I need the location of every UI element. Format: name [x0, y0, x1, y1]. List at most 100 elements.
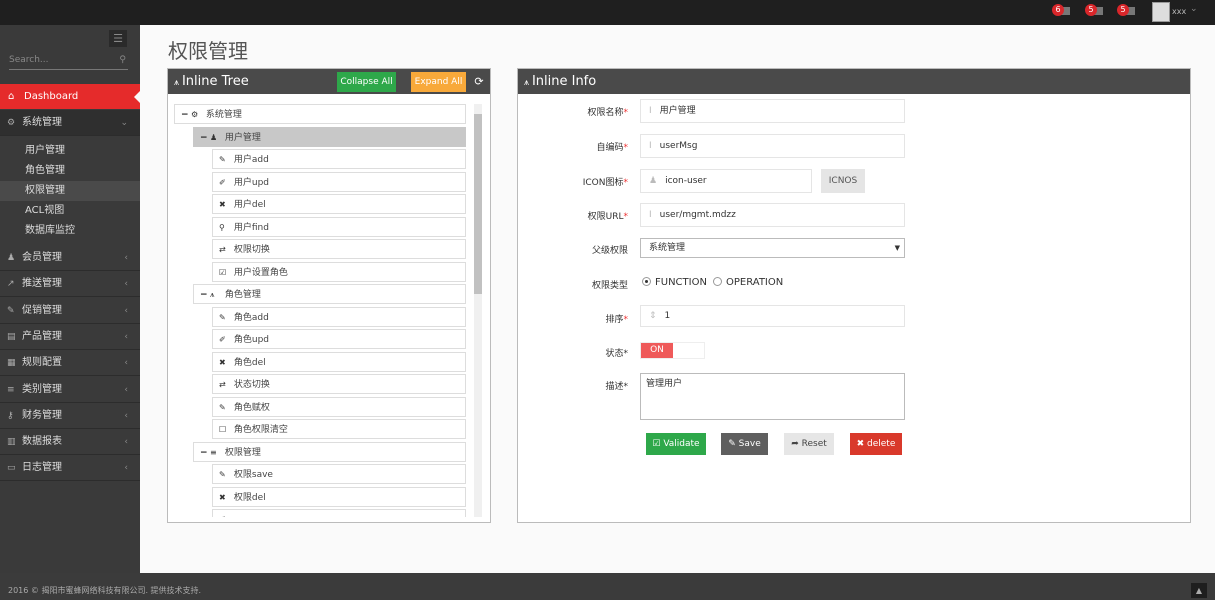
refresh-icon[interactable]: ⟳	[474, 75, 484, 88]
tree-node-label: 角色赋权	[233, 402, 270, 413]
sidebar-item-system[interactable]: ⚙ 系统管理 ⌄	[0, 110, 140, 136]
tree-node-label: 权限管理	[224, 447, 261, 458]
tree-node[interactable]: ✐ 角色upd	[212, 329, 466, 349]
sidebar-toggle-button[interactable]: ☰	[109, 30, 127, 47]
tree-node-label: 用户设置角色	[233, 267, 288, 278]
radio-operation[interactable]: OPERATION	[713, 277, 783, 288]
pencil-icon: ✎	[219, 155, 226, 164]
sidebar-item-label: 类别管理	[22, 383, 62, 395]
tree-node[interactable]: ⇄ 权限切换	[212, 239, 466, 259]
edit-icon: ✐	[219, 335, 226, 344]
key-icon: ⚷	[7, 410, 14, 421]
scrollbar-thumb[interactable]	[474, 114, 482, 294]
book-icon: ▤	[7, 331, 16, 342]
sidebar-subitem[interactable]: 角色管理	[25, 165, 65, 176]
tree-node[interactable]: − ⚙ 系统管理	[174, 104, 466, 124]
tree-node[interactable]: ⇄ 状态切换	[212, 374, 466, 394]
tree-node[interactable]: ✎ 角色add	[212, 306, 466, 327]
radio-function[interactable]: FUNCTION	[642, 277, 707, 288]
tree-node[interactable]: ✖ 权限del	[212, 486, 466, 507]
sidebar-item[interactable]: ♟ 会员管理 ‹	[0, 245, 140, 271]
tree-node[interactable]: − ♟ 用户管理	[193, 126, 466, 147]
tree-node-label: 角色管理	[224, 290, 261, 300]
scroll-top-button[interactable]: ▲	[1191, 583, 1207, 598]
chevron-left-icon: ‹	[124, 305, 128, 316]
sidebar-item-label: 财务管理	[22, 409, 62, 421]
tree-node[interactable]: ✎ 权限save	[212, 464, 466, 484]
name-input[interactable]: I 用户管理	[640, 99, 905, 123]
tree-node[interactable]: ✖ 用户del	[212, 194, 466, 214]
chevron-down-icon[interactable]: ⌄	[1190, 4, 1198, 14]
tree-node-label: 角色add	[233, 312, 269, 323]
tree-node[interactable]: ✎ 用户add	[212, 149, 466, 169]
retweet-icon: ⇄	[219, 245, 226, 254]
sidebar-item-dashboard[interactable]: ⌂ Dashboard	[0, 84, 140, 109]
status-toggle[interactable]: ON	[640, 342, 705, 359]
tree-node[interactable]: ☑ 用户设置角色	[212, 261, 466, 282]
chevron-left-icon: ‹	[124, 331, 128, 342]
inbox-button[interactable]: 5	[1085, 4, 1107, 18]
sidebar-item[interactable]: ▥ 数据报表 ‹	[0, 429, 140, 456]
tasks-button[interactable]: 5	[1117, 4, 1139, 18]
warning-icon	[1060, 7, 1070, 15]
desc-textarea[interactable]: 管理用户	[640, 373, 905, 420]
reset-button[interactable]: ➦ Reset	[784, 433, 834, 455]
tree-node-label: 权限切换	[233, 245, 270, 255]
collapse-icon[interactable]: −	[200, 290, 208, 300]
sidebar-item[interactable]: ✎ 促销管理 ‹	[0, 298, 140, 324]
chevron-down-icon: ⌄	[120, 118, 128, 128]
parent-select[interactable]: 系统管理 ▼	[640, 238, 905, 258]
panel-title: Inline Tree	[181, 74, 249, 89]
notification-button[interactable]: 6	[1052, 4, 1074, 18]
sidebar-item[interactable]: ⚷ 财务管理 ‹	[0, 403, 140, 429]
copyright: 2016 © 揭阳市蜜蜂网络科技有限公司. 提供技术支持.	[8, 586, 202, 595]
tree-node[interactable]: ☐ 角色权限清空	[212, 419, 466, 439]
collapse-icon[interactable]: −	[181, 110, 189, 120]
sidebar-subitem[interactable]: 用户管理	[25, 145, 65, 156]
share-icon: ↗	[7, 279, 15, 290]
sidebar-item[interactable]: ▦ 规则配置 ‹	[0, 350, 140, 377]
bar-chart-icon: ▥	[7, 437, 16, 448]
tree-node-label: 用户del	[233, 200, 266, 210]
chevron-left-icon: ‹	[124, 437, 128, 448]
tree-node[interactable]: ✖ 角色del	[212, 351, 466, 372]
username[interactable]: xxx	[1172, 7, 1187, 16]
sidebar-subitem[interactable]: ACL视图	[25, 205, 65, 216]
name-label: 权限名称*	[587, 108, 628, 118]
order-input[interactable]: ⇕ 1	[640, 305, 905, 327]
sidebar-item[interactable]: ↗ 推送管理 ‹	[0, 271, 140, 298]
sidebar-subitem[interactable]: 数据库监控	[25, 225, 75, 236]
collapse-icon[interactable]: −	[200, 132, 208, 143]
user-icon: ♟	[7, 253, 16, 263]
delete-button[interactable]: ✖ delete	[850, 433, 902, 455]
order-label: 排序*	[605, 315, 628, 325]
tree-node[interactable]: ✎ 角色赋权	[212, 396, 466, 417]
tree-node-label: 权限del	[233, 492, 266, 503]
tree-node[interactable]: ✐ 用户upd	[212, 171, 466, 192]
tree-node[interactable]: − ⩚ 角色管理	[193, 284, 466, 304]
search-icon[interactable]: ⚲	[119, 55, 126, 65]
url-label: 权限URL*	[587, 212, 628, 222]
tree-node[interactable]: ✐	[212, 509, 466, 517]
sidebar-item-label: 规则配置	[22, 357, 62, 369]
tree-node-label: 角色权限清空	[233, 425, 288, 435]
collapse-all-button[interactable]: Collapse All	[337, 72, 396, 92]
sidebar-item-label: 会员管理	[22, 252, 62, 263]
tree-node[interactable]: ⚲ 用户find	[212, 216, 466, 237]
sidebar-subitem[interactable]: 权限管理	[0, 181, 140, 201]
avatar[interactable]	[1152, 2, 1170, 22]
validate-button[interactable]: ☑ Validate	[646, 433, 706, 455]
search-input[interactable]: Search... ⚲	[9, 55, 128, 70]
sidebar-item[interactable]: ≡ 类别管理 ‹	[0, 377, 140, 403]
icon-input[interactable]: ♟ icon-user	[640, 169, 812, 193]
tree-scrollbar[interactable]	[474, 104, 482, 517]
sidebar-item[interactable]: ▭ 日志管理 ‹	[0, 455, 140, 482]
expand-all-button[interactable]: Expand All	[411, 72, 466, 92]
save-button[interactable]: ✎ Save	[721, 433, 768, 455]
tree-node[interactable]: − ≡ 权限管理	[193, 441, 466, 462]
icons-button[interactable]: ICNOS	[821, 169, 865, 193]
collapse-icon[interactable]: −	[200, 447, 208, 458]
sidebar-item[interactable]: ▤ 产品管理 ‹	[0, 324, 140, 350]
